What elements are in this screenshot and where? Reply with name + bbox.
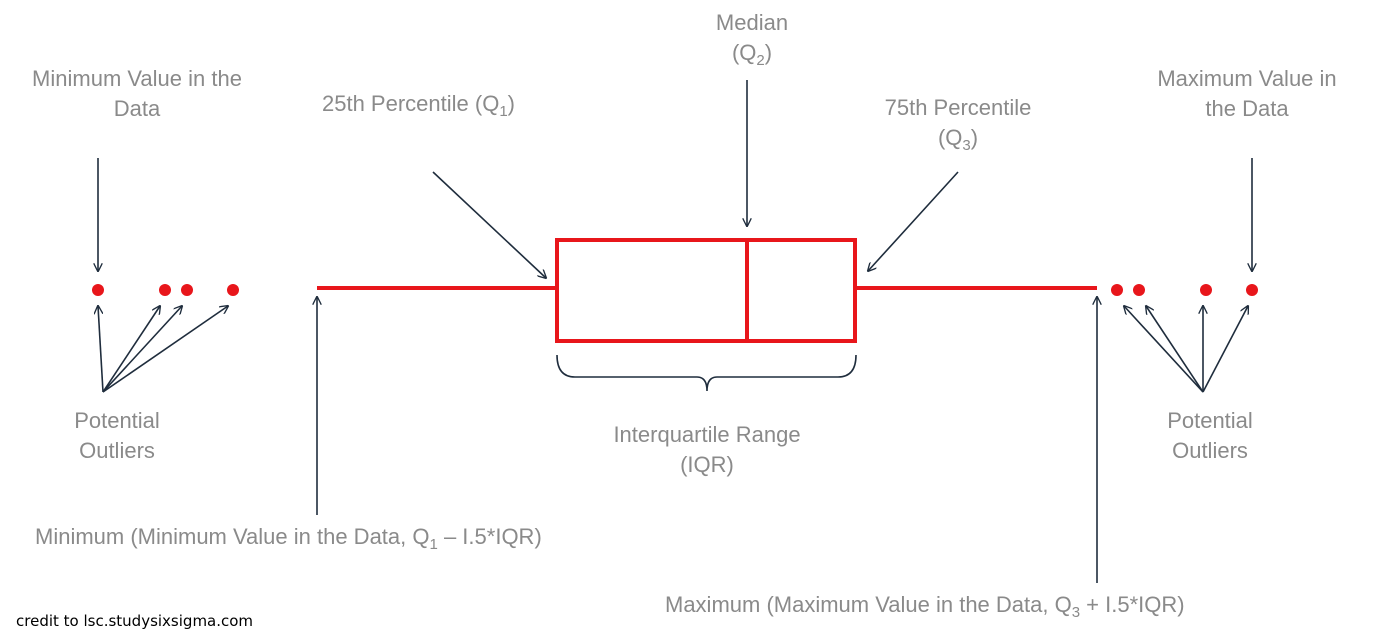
min-value-label-line1: Minimum Value in the xyxy=(32,66,242,91)
iqr-brace xyxy=(556,354,857,392)
q1-label: 25th Percentile (Q1) xyxy=(322,91,515,120)
outlier-dot-right-2 xyxy=(1133,284,1145,296)
median-label-line2: (Q2) xyxy=(732,40,772,69)
outlier-dot-right-1 xyxy=(1111,284,1123,296)
outlier-dot-right-4 xyxy=(1246,284,1258,296)
q1-arrow xyxy=(432,171,546,278)
outlier-dot-left-2 xyxy=(159,284,171,296)
right-outlier-arrows xyxy=(1124,306,1248,393)
outliers-right-label-line1: Potential xyxy=(1167,408,1253,433)
q3-label-line1: 75th Percentile xyxy=(885,95,1032,120)
outliers-left-label-line1: Potential xyxy=(74,408,160,433)
credit-text: credit to lsc.studysixsigma.com xyxy=(16,612,253,630)
outlier-dot-left-4 xyxy=(227,284,239,296)
iqr-box xyxy=(555,238,857,343)
iqr-label-line2: (IQR) xyxy=(680,452,734,477)
left-outlier-arrows xyxy=(98,306,228,393)
max-value-label-line2: the Data xyxy=(1205,96,1289,121)
outliers-left-label-line2: Outliers xyxy=(79,438,155,463)
q3-arrow xyxy=(868,171,959,271)
outlier-dot-right-3 xyxy=(1200,284,1212,296)
median-label-line1: Median xyxy=(716,10,788,35)
min-value-label-line2: Data xyxy=(114,96,161,121)
max-value-label-line1: Maximum Value in xyxy=(1157,66,1336,91)
outlier-dot-left-1 xyxy=(92,284,104,296)
outliers-right-label-line2: Outliers xyxy=(1172,438,1248,463)
minimum-label: Minimum (Minimum Value in the Data, Q1 –… xyxy=(35,524,542,553)
maximum-label: Maximum (Maximum Value in the Data, Q3 +… xyxy=(665,592,1185,621)
iqr-label-line1: Interquartile Range xyxy=(613,422,800,447)
outlier-dot-left-3 xyxy=(181,284,193,296)
q3-label-line2: (Q3) xyxy=(938,125,978,154)
